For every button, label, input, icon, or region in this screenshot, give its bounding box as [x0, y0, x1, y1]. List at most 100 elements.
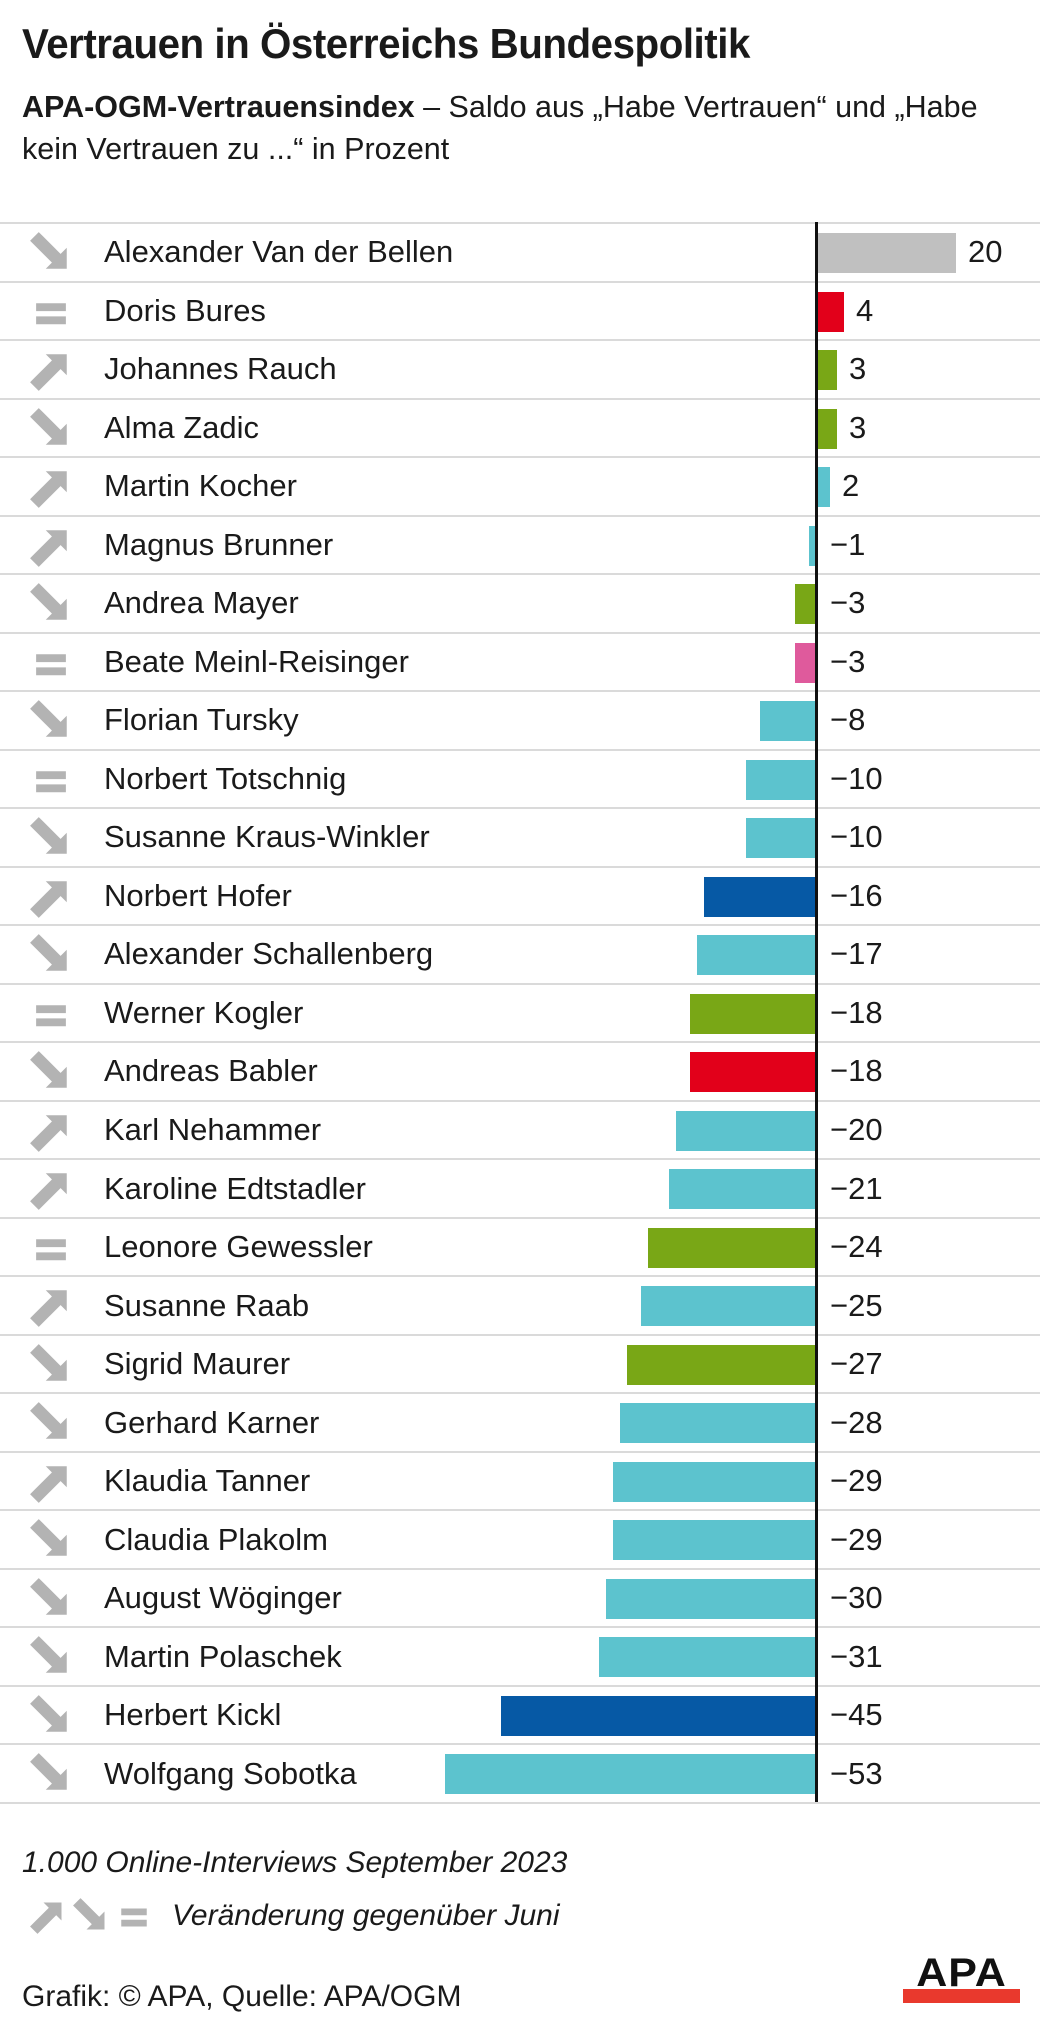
value-bar	[816, 408, 837, 449]
politician-name: Susanne Kraus-Winkler	[104, 819, 430, 855]
trend-down-icon	[73, 1898, 109, 1934]
table-row: Susanne Kraus-Winkler −10	[0, 807, 1040, 866]
value-bar	[620, 1403, 816, 1444]
value-bar	[697, 935, 816, 976]
trend-up-icon	[30, 1290, 67, 1328]
survey-footnote: 1.000 Online-Interviews September 2023	[22, 1846, 568, 1879]
value-bar	[746, 759, 816, 800]
value-label: 20	[968, 234, 1003, 270]
trend-up-icon	[30, 1466, 67, 1503]
politician-name: Alexander Van der Bellen	[104, 234, 454, 270]
value-label: −20	[830, 1111, 883, 1147]
page-title: Vertrauen in Österreichs Bundespolitik	[22, 20, 750, 67]
value-label: 3	[849, 351, 867, 387]
value-label: 2	[842, 468, 860, 504]
value-label: −25	[830, 1287, 883, 1323]
politician-name: Andreas Babler	[104, 1053, 318, 1089]
value-label: 4	[856, 292, 874, 328]
trend-up-icon	[30, 1114, 67, 1152]
chart-rows: Alexander Van der Bellen 20 Doris Bures …	[0, 222, 1040, 1804]
zero-axis-line	[815, 222, 818, 1802]
trend-up-icon	[30, 354, 67, 391]
trend-icon	[30, 1110, 72, 1152]
politician-name: Leonore Gewessler	[104, 1229, 373, 1265]
trend-equal-icon	[36, 302, 66, 324]
trend-up-icon	[30, 529, 67, 567]
trend-down-icon	[30, 1753, 67, 1791]
table-row: Andrea Mayer −3	[0, 573, 1040, 632]
trend-icon	[30, 1402, 72, 1444]
table-row: Martin Polaschek −31	[0, 1626, 1040, 1685]
value-label: −17	[830, 936, 883, 972]
trend-icon	[30, 1577, 72, 1620]
politician-name: Karoline Edtstadler	[104, 1170, 366, 1206]
value-bar	[760, 701, 816, 742]
politician-name: Norbert Totschnig	[104, 760, 347, 796]
politician-name: Beate Meinl-Reisinger	[104, 643, 409, 679]
trend-equal-icon	[36, 653, 66, 675]
trend-down-icon	[30, 700, 67, 737]
value-label: −21	[830, 1170, 883, 1206]
trend-icon	[30, 232, 72, 274]
value-bar	[795, 584, 816, 625]
value-bar	[816, 291, 844, 332]
value-label: −10	[830, 760, 883, 796]
politician-name: Andrea Mayer	[104, 585, 299, 621]
value-label: −8	[830, 702, 866, 738]
trend-up-icon	[30, 1898, 66, 1934]
trend-up-icon	[30, 1173, 67, 1211]
politician-name: Sigrid Maurer	[104, 1346, 291, 1382]
value-bar	[627, 1344, 816, 1385]
table-row: Doris Bures 4	[0, 280, 1040, 340]
politician-name: August Wöginger	[104, 1580, 342, 1616]
trend-icon	[30, 1694, 72, 1737]
trend-icon	[30, 291, 72, 333]
trend-legend: Veränderung gegenüber Juni	[30, 1898, 560, 1934]
table-row: Sigrid Maurer −27	[0, 1333, 1040, 1393]
value-bar	[795, 642, 816, 683]
politician-name: Karl Nehammer	[104, 1111, 322, 1147]
table-row: Andreas Babler −18	[0, 1041, 1040, 1100]
trend-equal-icon	[36, 1004, 66, 1026]
table-row: Claudia Plakolm −29	[0, 1509, 1040, 1568]
value-bar	[613, 1461, 816, 1502]
value-label: −31	[830, 1638, 883, 1674]
table-row: Martin Kocher 2	[0, 456, 1040, 515]
bar-chart: Alexander Van der Bellen 20 Doris Bures …	[0, 222, 1040, 1804]
table-row: Susanne Raab −25	[0, 1275, 1040, 1334]
value-label: −27	[830, 1346, 883, 1382]
trend-icon	[30, 642, 72, 684]
table-row: Alma Zadic 3	[0, 397, 1040, 457]
politician-name: Norbert Hofer	[104, 877, 292, 913]
trend-icon	[30, 700, 72, 742]
politician-name: Florian Tursky	[104, 702, 299, 738]
trend-icon	[30, 1753, 72, 1795]
trend-icon	[30, 759, 72, 801]
value-label: 3	[849, 409, 867, 445]
trend-icon	[30, 1519, 72, 1561]
table-row: Magnus Brunner −1	[0, 514, 1040, 574]
source-credit: Grafik: © APA, Quelle: APA/OGM	[22, 1980, 462, 2013]
trend-down-icon	[30, 407, 67, 445]
apa-logo-text: APA	[916, 1951, 1007, 1996]
trend-icon	[30, 1168, 72, 1211]
value-label: −28	[830, 1404, 883, 1440]
value-label: −3	[830, 585, 866, 621]
trend-icon	[30, 817, 72, 859]
table-row: Norbert Hofer −16	[0, 865, 1040, 925]
trend-icon	[30, 934, 72, 976]
trend-legend-icons	[30, 1898, 152, 1934]
table-row: Klaudia Tanner −29	[0, 1450, 1040, 1510]
trend-icon	[30, 1636, 72, 1678]
apa-logo-red-bar	[903, 1989, 1020, 2003]
value-label: −16	[830, 877, 883, 913]
value-bar	[676, 1110, 816, 1151]
trend-down-icon	[30, 1519, 67, 1557]
trend-icon	[30, 349, 72, 391]
trend-icon	[30, 466, 72, 508]
trend-down-icon	[30, 817, 67, 854]
trend-icon	[30, 876, 72, 918]
trend-icon	[30, 1051, 72, 1093]
table-row: Johannes Rauch 3	[0, 339, 1040, 398]
